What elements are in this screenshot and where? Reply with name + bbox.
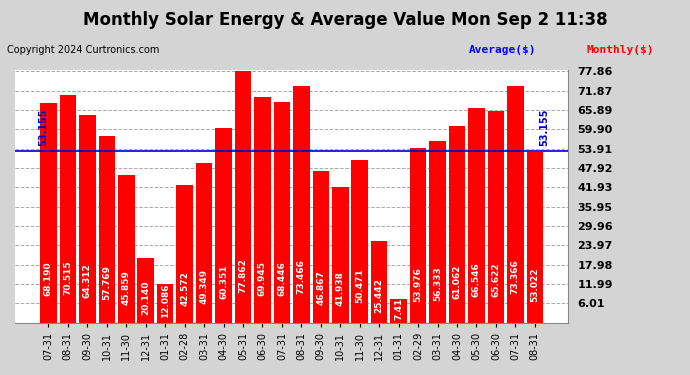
- Text: 68.190: 68.190: [44, 262, 53, 296]
- Bar: [293, 86, 310, 323]
- Bar: [332, 187, 348, 323]
- Text: 61.062: 61.062: [453, 265, 462, 299]
- Text: 73.466: 73.466: [297, 260, 306, 294]
- Bar: [40, 102, 57, 323]
- Text: 70.515: 70.515: [63, 261, 72, 296]
- Text: 64.312: 64.312: [83, 263, 92, 298]
- Bar: [59, 95, 76, 323]
- Bar: [157, 284, 173, 323]
- Bar: [79, 115, 96, 323]
- Text: 60.351: 60.351: [219, 265, 228, 299]
- Text: 66.546: 66.546: [472, 262, 481, 297]
- Text: 57.769: 57.769: [102, 266, 111, 300]
- Bar: [469, 108, 485, 323]
- Text: Average($): Average($): [469, 45, 537, 55]
- Bar: [118, 175, 135, 323]
- Text: 12.086: 12.086: [161, 284, 170, 318]
- Bar: [196, 164, 213, 323]
- Text: 53.022: 53.022: [531, 268, 540, 302]
- Text: 73.366: 73.366: [511, 260, 520, 294]
- Text: 69.945: 69.945: [258, 261, 267, 296]
- Text: 53.155: 53.155: [39, 109, 49, 146]
- Bar: [99, 136, 115, 323]
- Text: 68.446: 68.446: [277, 261, 286, 296]
- Text: 46.867: 46.867: [316, 270, 325, 304]
- Text: 49.349: 49.349: [199, 268, 208, 304]
- Text: 42.572: 42.572: [180, 272, 189, 306]
- Bar: [371, 241, 388, 323]
- Bar: [215, 128, 232, 323]
- Bar: [488, 111, 504, 323]
- Text: 65.622: 65.622: [491, 262, 500, 297]
- Text: 25.442: 25.442: [375, 278, 384, 313]
- Text: 77.862: 77.862: [239, 258, 248, 292]
- Bar: [351, 160, 368, 323]
- Bar: [137, 258, 154, 323]
- Text: 7.415: 7.415: [394, 291, 403, 320]
- Text: 20.140: 20.140: [141, 280, 150, 315]
- Bar: [254, 97, 270, 323]
- Text: Monthly($): Monthly($): [586, 45, 654, 55]
- Text: 45.859: 45.859: [121, 270, 130, 305]
- Text: Monthly Solar Energy & Average Value Mon Sep 2 11:38: Monthly Solar Energy & Average Value Mon…: [83, 11, 607, 29]
- Text: 56.333: 56.333: [433, 266, 442, 301]
- Text: 41.938: 41.938: [336, 272, 345, 306]
- Bar: [391, 299, 407, 323]
- Bar: [410, 148, 426, 323]
- Text: 53.976: 53.976: [413, 267, 422, 302]
- Bar: [235, 71, 251, 323]
- Bar: [313, 171, 329, 323]
- Text: 50.471: 50.471: [355, 268, 364, 303]
- Bar: [177, 185, 193, 323]
- Bar: [429, 141, 446, 323]
- Bar: [274, 102, 290, 323]
- Bar: [507, 86, 524, 323]
- Text: Copyright 2024 Curtronics.com: Copyright 2024 Curtronics.com: [7, 45, 159, 55]
- Bar: [448, 126, 465, 323]
- Bar: [526, 152, 543, 323]
- Text: 53.155: 53.155: [540, 109, 549, 146]
